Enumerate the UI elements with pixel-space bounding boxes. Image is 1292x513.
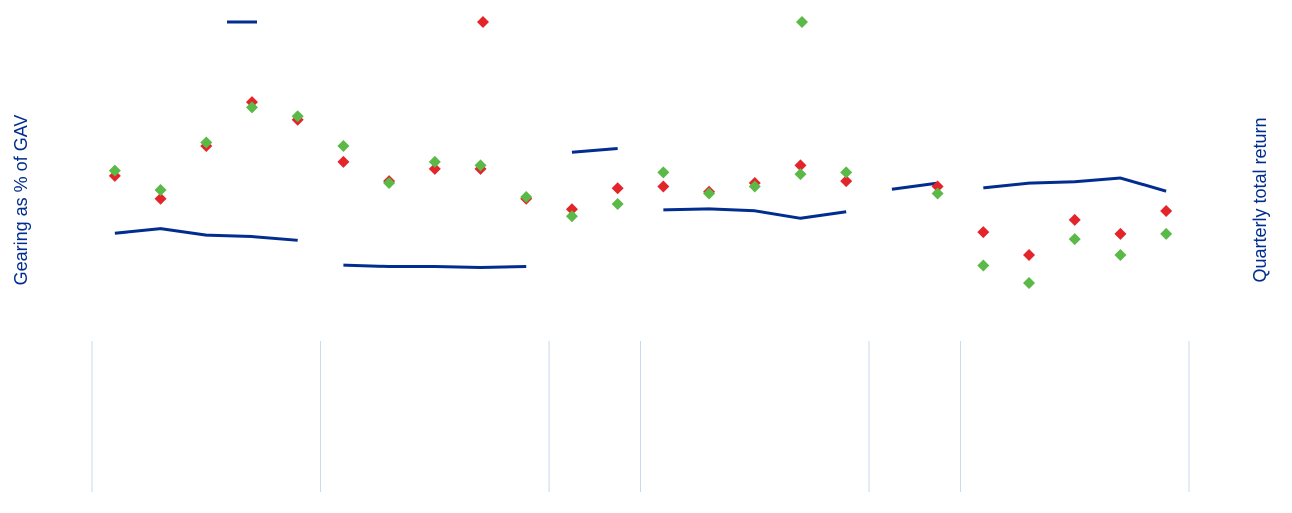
y-axis-left-title: Gearing as % of GAV xyxy=(11,115,31,286)
asset-return-point xyxy=(1114,227,1127,240)
fund-return-point xyxy=(520,190,533,203)
fund-return-point xyxy=(154,183,167,196)
fund-return-point xyxy=(1023,277,1036,290)
legend xyxy=(227,16,808,28)
asset-return-point xyxy=(565,203,578,216)
fund-return-point xyxy=(794,168,807,181)
asset-return-point xyxy=(794,159,807,172)
fund-gearing-line xyxy=(663,207,847,220)
fund-gearing-line xyxy=(114,227,298,242)
fund-return-point xyxy=(428,155,441,168)
asset-return-point xyxy=(1023,248,1036,261)
asset-return-point xyxy=(840,175,853,188)
fund-return-point xyxy=(611,198,624,211)
fund-return-point xyxy=(1160,227,1173,240)
fund-return-point xyxy=(245,101,258,114)
fund-return-point xyxy=(1114,248,1127,261)
fund-return-point xyxy=(931,187,944,200)
x-axis xyxy=(91,341,1190,492)
asset-return-point xyxy=(1160,205,1173,218)
fund-return-point xyxy=(337,140,350,153)
fund-return-point xyxy=(657,166,670,179)
fund-return-point xyxy=(291,110,304,123)
legend-diamond-swatch xyxy=(796,16,808,28)
fund-return-point xyxy=(977,259,990,272)
legend-diamond-swatch xyxy=(477,16,489,28)
fund-return-point xyxy=(748,180,761,193)
fund-gearing-line xyxy=(343,263,527,269)
fund-return-point xyxy=(703,187,716,200)
asset-return-point xyxy=(428,162,441,175)
fund-gearing-line xyxy=(891,181,938,191)
fund-return-point xyxy=(383,176,396,189)
fund-return-point xyxy=(200,136,213,149)
fund-gearing-line xyxy=(571,147,618,154)
asset-return-point xyxy=(977,226,990,239)
y-axis-right-title: Quarterly total return xyxy=(1250,117,1270,282)
asset-return-point xyxy=(657,180,670,193)
fund-return-point xyxy=(1068,233,1081,246)
asset-return-point xyxy=(931,180,944,193)
plot-area xyxy=(108,96,1173,290)
fund-return-point xyxy=(108,164,121,177)
asset-return-point xyxy=(611,182,624,195)
fund-return-point xyxy=(840,166,853,179)
asset-return-point xyxy=(1068,213,1081,226)
asset-return-point xyxy=(154,192,167,205)
fund-return-point xyxy=(474,159,487,172)
fund-return-point xyxy=(565,210,578,223)
asset-return-point xyxy=(337,155,350,168)
fund-gearing-line xyxy=(983,176,1167,193)
